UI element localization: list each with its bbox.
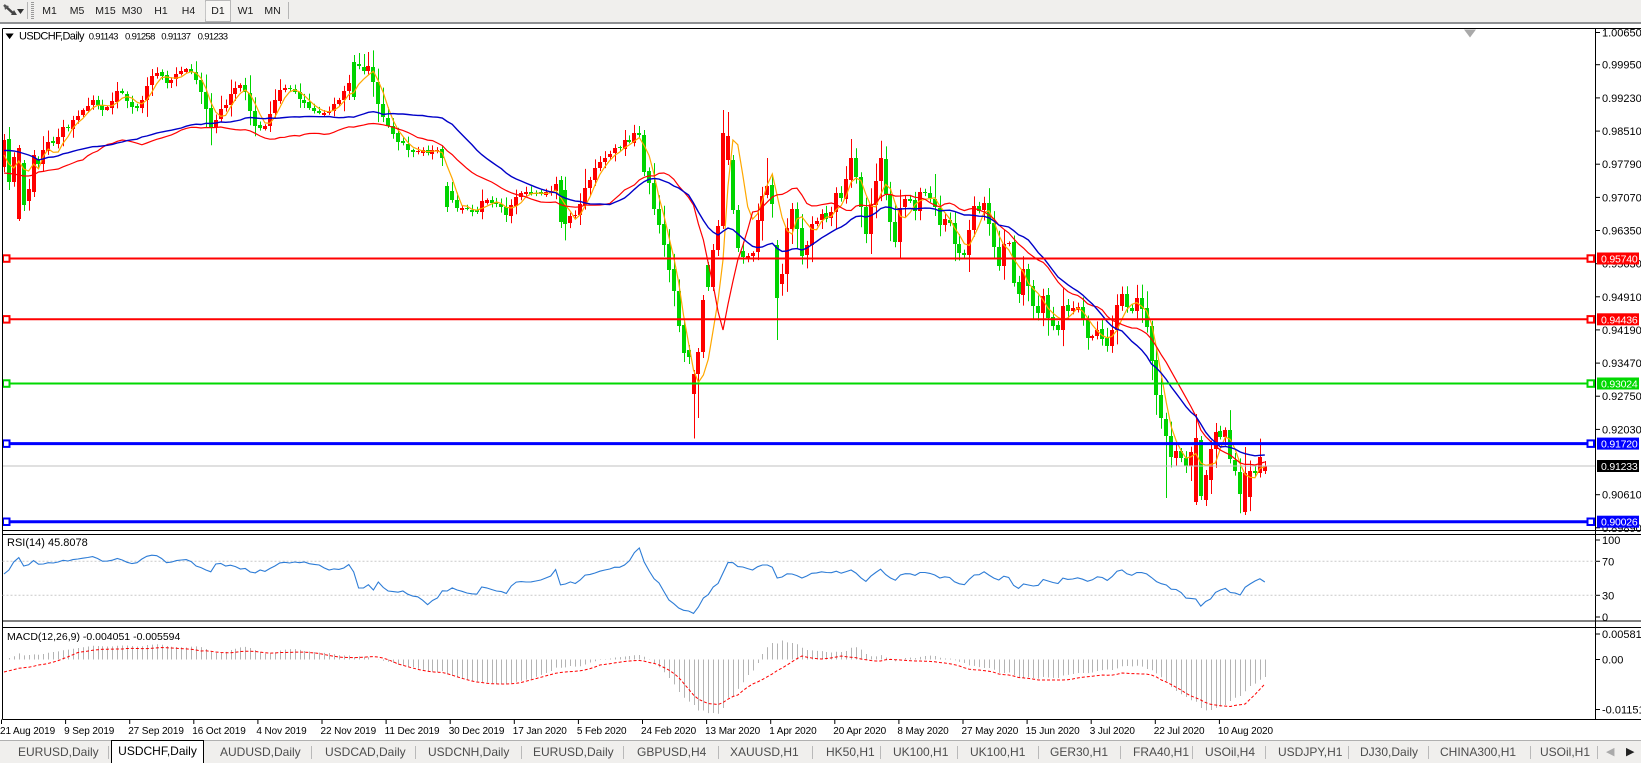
svg-text:10 Aug 2020: 10 Aug 2020 bbox=[1218, 726, 1274, 737]
svg-text:22 Jul 2020: 22 Jul 2020 bbox=[1154, 726, 1205, 737]
svg-text:1.00650: 1.00650 bbox=[1602, 28, 1641, 40]
svg-text:-0.011514: -0.011514 bbox=[1602, 705, 1641, 717]
svg-text:9 Sep 2019: 9 Sep 2019 bbox=[64, 726, 115, 737]
svg-text:21 Aug 2019: 21 Aug 2019 bbox=[0, 726, 56, 737]
svg-text:24 Feb 2020: 24 Feb 2020 bbox=[641, 726, 697, 737]
svg-text:4 Nov 2019: 4 Nov 2019 bbox=[256, 726, 307, 737]
svg-text:0.00: 0.00 bbox=[1602, 655, 1623, 667]
svg-text:0.005818: 0.005818 bbox=[1602, 629, 1641, 641]
svg-text:0.92030: 0.92030 bbox=[1602, 424, 1641, 436]
svg-text:0.94436: 0.94436 bbox=[1601, 314, 1638, 326]
svg-text:0.97070: 0.97070 bbox=[1602, 192, 1641, 204]
svg-text:0.91258: 0.91258 bbox=[125, 32, 155, 43]
svg-text:16 Oct 2019: 16 Oct 2019 bbox=[192, 726, 246, 737]
svg-text:RSI(14) 45.8078: RSI(14) 45.8078 bbox=[7, 537, 88, 549]
svg-text:0.90026: 0.90026 bbox=[1601, 517, 1638, 529]
svg-text:0: 0 bbox=[1602, 612, 1608, 624]
svg-text:0.99230: 0.99230 bbox=[1602, 93, 1641, 105]
svg-text:0.90610: 0.90610 bbox=[1602, 490, 1641, 502]
svg-text:0.93470: 0.93470 bbox=[1602, 358, 1641, 370]
svg-text:USDCHF,Daily: USDCHF,Daily bbox=[19, 31, 85, 43]
svg-text:8 May 2020: 8 May 2020 bbox=[897, 726, 949, 737]
svg-text:0.99950: 0.99950 bbox=[1602, 60, 1641, 72]
svg-text:0.97790: 0.97790 bbox=[1602, 159, 1641, 171]
svg-text:0.92750: 0.92750 bbox=[1602, 391, 1641, 403]
svg-text:27 May 2020: 27 May 2020 bbox=[962, 726, 1019, 737]
svg-text:11 Dec 2019: 11 Dec 2019 bbox=[385, 726, 440, 737]
svg-text:0.98510: 0.98510 bbox=[1602, 126, 1641, 138]
svg-text:0.91233: 0.91233 bbox=[1601, 461, 1638, 473]
svg-text:100: 100 bbox=[1602, 535, 1620, 547]
svg-text:13 Mar 2020: 13 Mar 2020 bbox=[705, 726, 761, 737]
svg-text:30 Dec 2019: 30 Dec 2019 bbox=[449, 726, 505, 737]
svg-text:0.91143: 0.91143 bbox=[89, 32, 118, 43]
svg-text:0.94910: 0.94910 bbox=[1602, 292, 1641, 304]
svg-text:1 Apr 2020: 1 Apr 2020 bbox=[769, 726, 817, 737]
svg-text:0.94190: 0.94190 bbox=[1602, 325, 1641, 337]
svg-text:17 Jan 2020: 17 Jan 2020 bbox=[513, 726, 567, 737]
svg-text:0.95740: 0.95740 bbox=[1601, 254, 1638, 266]
svg-text:70: 70 bbox=[1602, 556, 1614, 568]
svg-text:0.91137: 0.91137 bbox=[161, 32, 190, 43]
svg-text:30: 30 bbox=[1602, 590, 1614, 602]
svg-text:0.96350: 0.96350 bbox=[1602, 226, 1641, 238]
svg-text:27 Sep 2019: 27 Sep 2019 bbox=[128, 726, 184, 737]
svg-text:0.91720: 0.91720 bbox=[1601, 439, 1638, 451]
svg-text:5 Feb 2020: 5 Feb 2020 bbox=[577, 726, 627, 737]
svg-text:22 Nov 2019: 22 Nov 2019 bbox=[321, 726, 377, 737]
svg-text:0.93024: 0.93024 bbox=[1601, 379, 1638, 391]
svg-text:20 Apr 2020: 20 Apr 2020 bbox=[833, 726, 886, 737]
svg-text:0.91233: 0.91233 bbox=[198, 32, 228, 43]
svg-text:15 Jun 2020: 15 Jun 2020 bbox=[1026, 726, 1080, 737]
svg-text:MACD(12,26,9) -0.004051 -0.005: MACD(12,26,9) -0.004051 -0.005594 bbox=[7, 631, 181, 643]
svg-text:3 Jul 2020: 3 Jul 2020 bbox=[1090, 726, 1136, 737]
